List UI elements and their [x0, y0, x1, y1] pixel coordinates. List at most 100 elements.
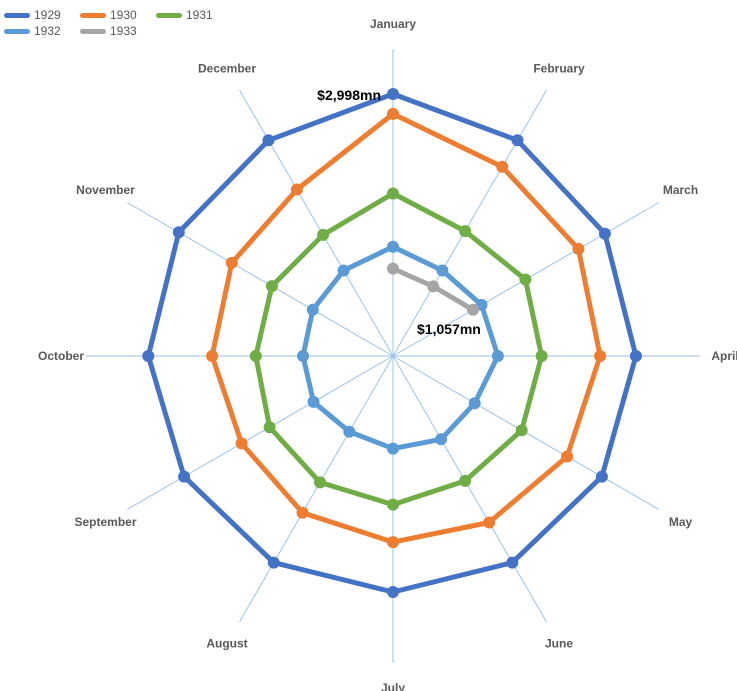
spoke-august — [239, 355, 394, 623]
legend-label-1930: 1930 — [110, 8, 137, 22]
category-label-may: May — [669, 515, 693, 529]
spoke-november — [126, 202, 394, 357]
point-1932-may — [468, 397, 481, 410]
point-1931-september — [263, 421, 276, 434]
legend-swatch-1930 — [80, 12, 106, 18]
point-1931-july — [387, 498, 399, 511]
legend-label-1931: 1931 — [186, 8, 213, 22]
category-label-february: February — [533, 62, 585, 76]
point-1929-july — [387, 586, 399, 598]
point-1930-october — [206, 350, 219, 362]
series-line-1932 — [300, 244, 501, 452]
series-1929 — [142, 88, 642, 598]
legend: 1929 1930 1931 1932 1933 — [4, 8, 264, 38]
data-label-1933: $1,057mn — [417, 321, 481, 337]
category-label-march: March — [663, 183, 698, 197]
point-1932-september — [307, 395, 320, 408]
category-label-october: October — [38, 349, 84, 363]
point-1931-may — [515, 424, 528, 437]
point-1929-november — [172, 226, 185, 239]
point-1930-september — [235, 437, 248, 450]
point-1931-october — [249, 350, 262, 362]
point-1929-december — [262, 134, 275, 147]
series-line-1929 — [145, 91, 639, 595]
series-1930 — [206, 107, 607, 549]
spoke-june — [392, 355, 547, 623]
point-1930-january — [387, 107, 399, 120]
point-1929-june — [506, 556, 519, 569]
point-1933-january — [387, 262, 399, 275]
legend-item-1929: 1929 — [4, 8, 80, 22]
category-label-august: August — [206, 637, 247, 651]
point-1930-december — [290, 183, 303, 196]
point-1931-april — [535, 350, 548, 362]
point-1930-august — [296, 506, 309, 519]
point-1931-february — [459, 225, 472, 238]
point-1930-july — [387, 536, 399, 549]
point-1930-may — [561, 450, 574, 463]
category-label-september: September — [74, 515, 136, 529]
point-1929-april — [629, 350, 642, 362]
point-1929-january — [387, 88, 399, 100]
point-1931-november — [265, 280, 278, 293]
point-1929-february — [511, 134, 524, 147]
legend-item-1932: 1932 — [4, 24, 80, 38]
point-1932-january — [387, 240, 399, 253]
category-label-november: November — [76, 183, 135, 197]
category-label-april: April — [711, 349, 737, 363]
point-1931-august — [314, 476, 326, 489]
legend-item-1931: 1931 — [156, 8, 232, 22]
category-label-january: January — [370, 17, 416, 31]
annotations: $2,998mn $1,057mn — [317, 87, 481, 337]
point-1932-july — [387, 442, 399, 455]
spoke-december — [239, 89, 394, 357]
point-1932-october — [297, 350, 309, 362]
data-label-1929: $2,998mn — [317, 87, 381, 103]
category-label-june: June — [545, 637, 573, 651]
series-line-1930 — [209, 111, 603, 545]
point-1932-december — [337, 264, 350, 277]
radar-series — [142, 88, 642, 598]
legend-swatch-1931 — [156, 12, 182, 18]
point-1932-april — [491, 350, 504, 362]
point-1932-november — [306, 303, 319, 316]
category-labels: January February March April May June July Augu… — [38, 17, 737, 691]
point-1933-february — [427, 280, 440, 293]
legend-item-1933: 1933 — [80, 24, 156, 38]
legend-label-1932: 1932 — [34, 24, 61, 38]
point-1930-february — [496, 160, 509, 173]
point-1932-february — [436, 264, 449, 277]
legend-label-1929: 1929 — [34, 8, 61, 22]
point-1929-august — [267, 556, 280, 569]
point-1931-december — [317, 228, 330, 241]
spoke-february — [392, 89, 547, 357]
point-1932-august — [343, 425, 356, 438]
point-1931-june — [459, 474, 472, 487]
legend-item-1930: 1930 — [80, 8, 156, 22]
point-1930-march — [572, 242, 585, 255]
series-1932 — [297, 240, 504, 455]
category-label-december: December — [198, 62, 256, 76]
radar-gridlines — [86, 49, 700, 663]
spoke-september — [126, 355, 394, 510]
point-1930-november — [225, 256, 238, 269]
point-1930-april — [594, 350, 607, 362]
series-line-1931 — [253, 191, 545, 508]
series-1933 — [387, 262, 479, 316]
point-1929-october — [142, 350, 155, 362]
category-label-july: July — [381, 681, 405, 691]
point-1929-may — [595, 470, 608, 483]
point-1929-september — [178, 470, 191, 483]
point-1933-march — [467, 303, 479, 316]
point-1931-january — [387, 187, 399, 200]
legend-swatch-1929 — [4, 12, 30, 18]
point-1932-june — [435, 433, 448, 446]
point-1930-june — [483, 516, 496, 529]
legend-swatch-1932 — [4, 28, 30, 34]
legend-label-1933: 1933 — [110, 24, 137, 38]
series-1931 — [249, 187, 548, 511]
point-1931-march — [519, 273, 532, 286]
point-1929-march — [598, 227, 611, 240]
legend-swatch-1933 — [80, 28, 106, 34]
